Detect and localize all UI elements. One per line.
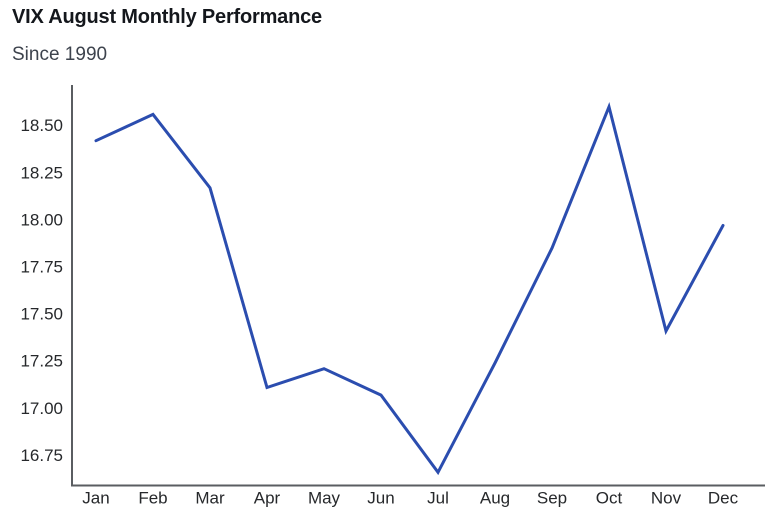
y-tick-label: 18.50 <box>20 116 63 135</box>
x-tick-label: Jun <box>367 489 394 508</box>
x-tick-label: Sep <box>537 489 567 508</box>
x-tick-label: Apr <box>254 489 281 508</box>
x-tick-label: May <box>308 489 341 508</box>
chart-title: VIX August Monthly Performance <box>12 6 322 28</box>
chart-subtitle: Since 1990 <box>12 44 108 65</box>
x-tick-label: Oct <box>596 489 623 508</box>
y-tick-label: 16.75 <box>20 446 63 465</box>
x-tick-label: Nov <box>651 489 682 508</box>
series-line <box>94 101 725 476</box>
x-tick-label: Aug <box>480 489 510 508</box>
y-tick-label: 17.75 <box>20 257 63 276</box>
x-tick-label: Jan <box>82 489 109 508</box>
x-tick-label: Feb <box>138 489 167 508</box>
x-tick-label: Dec <box>708 489 739 508</box>
y-tick-label: 18.25 <box>20 163 63 182</box>
x-tick-label: Jul <box>427 489 449 508</box>
y-tick-label: 17.25 <box>20 352 63 371</box>
y-tick-label: 17.50 <box>20 305 63 324</box>
y-tick-label: 17.00 <box>20 399 63 418</box>
x-tick-label: Mar <box>195 489 225 508</box>
y-tick-label: 18.00 <box>20 210 63 229</box>
